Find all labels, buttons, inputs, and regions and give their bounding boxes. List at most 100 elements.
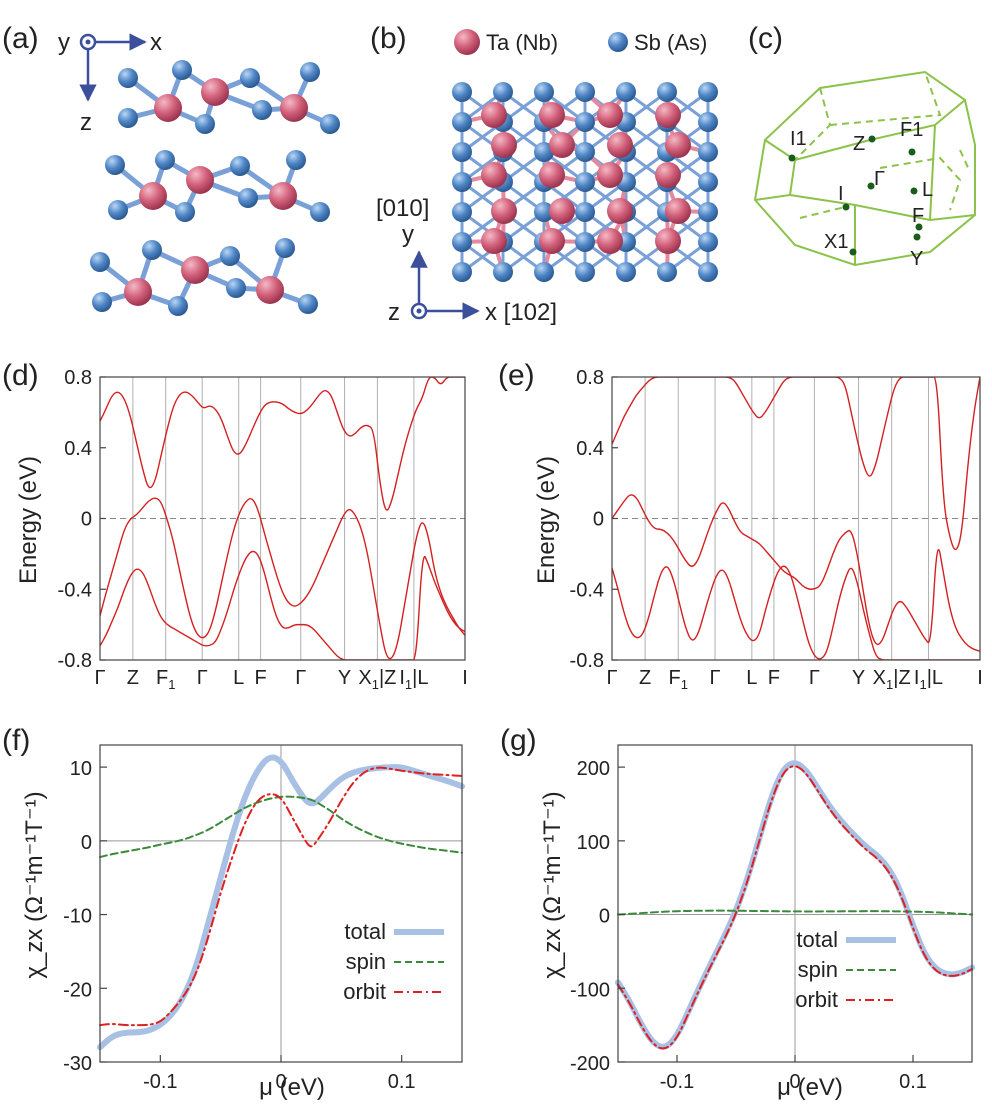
sb-atom xyxy=(452,142,472,162)
ytick-label: -0.8 xyxy=(58,650,92,672)
sb-atom xyxy=(310,202,330,222)
kpoint-label: Γ xyxy=(197,667,208,689)
sb-atom xyxy=(238,188,258,208)
sb-atom xyxy=(172,60,192,80)
ytick-label: 0 xyxy=(599,906,610,928)
sb-atom xyxy=(575,202,595,222)
bz-label-f: F xyxy=(912,205,924,227)
sb-atom xyxy=(534,202,554,222)
bz-label-l: L xyxy=(922,179,933,201)
ytick-label: 200 xyxy=(577,758,610,780)
xtick-label: -0.1 xyxy=(143,1071,177,1093)
sb-atom xyxy=(118,108,138,128)
panel-a-letter: (a) xyxy=(2,22,39,55)
sb-atom xyxy=(252,100,272,120)
chart-g-ylabel: χ_zx (Ω⁻¹m⁻¹T⁻¹) xyxy=(539,791,566,978)
brillouin-zone xyxy=(753,70,976,267)
kpoint-label: F1 xyxy=(156,667,175,692)
ytick-label: -200 xyxy=(570,1053,610,1075)
legend-label-orbit: orbit xyxy=(343,979,386,1004)
series-total xyxy=(97,754,465,1051)
ta-atom xyxy=(491,132,517,158)
panel-b-crystal xyxy=(452,82,718,282)
panel-b-letter: (b) xyxy=(370,22,407,55)
kpoint-label: I1|L xyxy=(399,667,428,692)
sb-atom xyxy=(698,112,718,132)
ta-atom xyxy=(539,228,565,254)
sb-atom xyxy=(616,262,636,282)
ta-atom xyxy=(124,278,152,306)
sb-atom xyxy=(698,172,718,192)
ta-atom xyxy=(549,198,575,224)
panel-b-axis-y-dir: [010] xyxy=(376,195,429,222)
sb-atom xyxy=(175,202,195,222)
ta-atom xyxy=(607,132,633,158)
band-1 xyxy=(100,497,465,660)
kpoint-label: Γ xyxy=(606,667,617,689)
ta-atom xyxy=(256,276,284,304)
sb-atom xyxy=(493,82,513,102)
sb-atom xyxy=(575,262,595,282)
sb-atom xyxy=(575,142,595,162)
ytick-label: 100 xyxy=(577,832,610,854)
ta-atom xyxy=(186,166,214,194)
ytick-label: 0 xyxy=(81,509,92,531)
kpoint-label: I xyxy=(462,667,468,689)
sb-atom xyxy=(298,294,318,314)
sb-atom xyxy=(195,114,215,134)
sb-atom xyxy=(118,68,138,88)
band-0 xyxy=(612,377,980,551)
panel-a-axes: y x z xyxy=(58,29,162,136)
panel-b-axes: [010] y z x [102] xyxy=(376,195,557,326)
bz-points xyxy=(788,135,923,256)
ytick-label: -0.4 xyxy=(58,579,92,601)
panel-b-axis-x: x [102] xyxy=(485,299,557,326)
series-total xyxy=(615,760,975,1050)
sb-atom xyxy=(286,150,306,170)
sb-atom xyxy=(105,155,125,175)
legend-sb-label: Sb (As) xyxy=(634,30,707,55)
legend-label-spin: spin xyxy=(346,949,386,974)
ta-atom xyxy=(665,132,691,158)
panel-c: (c) Z F1 I1 xyxy=(748,22,976,270)
sb-atom xyxy=(575,82,595,102)
ytick-label: -0.4 xyxy=(570,579,604,601)
panel-b-legend: Ta (Nb) Sb (As) xyxy=(454,29,707,55)
panel-a-crystal xyxy=(90,60,340,316)
ta-atom xyxy=(539,162,565,188)
legend-ta-marker xyxy=(454,29,480,55)
sb-atom xyxy=(240,68,260,88)
panel-b: (b) Ta (Nb) Sb (As) [010] y z x [102] xyxy=(370,22,718,326)
kpoint-label: Z xyxy=(127,667,139,689)
sb-atom xyxy=(698,142,718,162)
ta-atom xyxy=(481,102,507,128)
bands xyxy=(612,377,980,660)
panel-a-axis-z: z xyxy=(80,109,92,136)
panel-d-letter: (d) xyxy=(2,359,39,392)
sb-atom xyxy=(657,82,677,102)
kpoint-label: Z xyxy=(639,667,651,689)
legend-sb-marker xyxy=(608,32,628,52)
xtick-label: 0.1 xyxy=(899,1071,927,1093)
ytick-label: -10 xyxy=(63,906,92,928)
sb-atom xyxy=(698,82,718,102)
sb-atom xyxy=(616,82,636,102)
ta-atom xyxy=(539,102,565,128)
chart-f-xlabel: μ (eV) xyxy=(259,1074,325,1101)
bands xyxy=(100,377,465,660)
chart-e-ylabel: Energy (eV) xyxy=(533,456,560,584)
chart-g-xlabel: μ (eV) xyxy=(777,1074,843,1101)
ytick-label: -100 xyxy=(570,979,610,1001)
bz-label-i: I xyxy=(838,183,844,205)
panel-b-axis-y: y xyxy=(402,221,414,248)
sb-atom xyxy=(155,150,175,170)
ytick-label: -20 xyxy=(63,979,92,1001)
legend-label-total: total xyxy=(796,927,838,952)
series-spin xyxy=(99,795,463,859)
kpoint-label: L xyxy=(746,667,757,689)
bz-label-y: Y xyxy=(910,248,923,270)
legend-label-spin: spin xyxy=(798,957,838,982)
ytick-label: 0.4 xyxy=(576,438,604,460)
bz-label-gamma: Γ xyxy=(874,168,885,190)
ta-atom xyxy=(269,182,297,210)
